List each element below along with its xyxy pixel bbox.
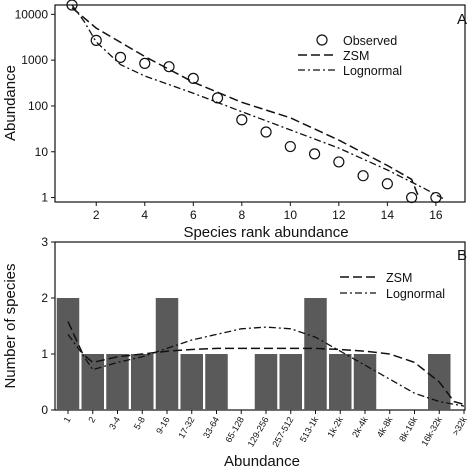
panel-b-x-tick-label: 8k-16k xyxy=(397,415,419,444)
observed-point xyxy=(381,178,393,190)
legend-observed-label: Observed xyxy=(343,34,397,48)
panel-b-y-tick-label: 2 xyxy=(41,291,48,305)
panel-a-x-title: Species rank abundance xyxy=(183,224,348,241)
panel-a-y-tick-label: 1000 xyxy=(21,53,48,67)
legend-lognormal-a-label: Lognormal xyxy=(343,64,402,78)
lognormal-curve-b xyxy=(67,326,465,407)
panel-a-x-tick-label: 12 xyxy=(332,208,346,222)
panel-b-y-tick-label: 1 xyxy=(41,347,48,361)
bar xyxy=(180,354,203,410)
panel-b-x-tick-label: 65-128 xyxy=(223,415,246,444)
legend-observed-marker xyxy=(316,34,328,46)
legend-zsm-b-label: ZSM xyxy=(386,271,412,285)
bar xyxy=(131,354,154,410)
panel-b-x-tick-label: 513-1k xyxy=(298,415,321,444)
zsm-curve-a xyxy=(71,7,420,198)
observed-point xyxy=(187,72,199,84)
legend-zsm-a-label: ZSM xyxy=(343,49,369,63)
panel-b-x-tick-label: 9-16 xyxy=(154,415,172,436)
panel-b-y-tick-label: 0 xyxy=(41,403,48,417)
panel-b-x-tick-label: 16k-32k xyxy=(419,415,444,448)
panel-b-x-tick-label: 1k-2k xyxy=(325,415,345,439)
panel-b-x-tick-label: >32k xyxy=(450,415,469,438)
bar xyxy=(304,298,327,410)
panel-b-y-tick-label: 3 xyxy=(41,235,48,249)
bar xyxy=(205,354,228,410)
legend-lognormal-b-label: Lognormal xyxy=(386,287,445,301)
panel-b-legend: ZSM Lognormal xyxy=(340,271,445,301)
observed-point xyxy=(357,170,369,182)
panel-b-y-title: Number of species xyxy=(2,263,19,388)
panel-b-x-tick-label: 5-8 xyxy=(132,415,147,431)
panel-b-x-tick-label: 3-4 xyxy=(107,415,122,431)
observed-point xyxy=(66,0,78,11)
panel-a-legend: Observed ZSM Lognormal xyxy=(298,34,402,78)
panel-a-x-tick-label: 2 xyxy=(93,208,100,222)
panel-a-frame xyxy=(54,4,466,203)
observed-point xyxy=(406,191,418,204)
panel-a-y-tick-label: 10000 xyxy=(15,7,49,21)
panel-a-x-tick-label: 4 xyxy=(141,208,148,222)
panel-b-x-tick-label: 17-32 xyxy=(176,415,196,440)
observed-point xyxy=(284,140,296,153)
observed-point xyxy=(236,114,248,126)
observed-point xyxy=(430,191,442,204)
observed-point xyxy=(308,148,321,160)
panel-b-x-tick-label: 2k-4k xyxy=(350,415,370,439)
panel-a-marks: 2 4 6 8 10 12 14 16 1 10 100 1000 10000 xyxy=(15,0,444,222)
panel-a-y-tick-label: 1 xyxy=(41,191,48,205)
observed-point xyxy=(139,57,151,69)
panel-a-x-tick-label: 6 xyxy=(190,208,197,222)
bar xyxy=(279,354,302,410)
panel-a-y-title: Abundance xyxy=(2,65,19,141)
panel-a-y-tick-label: 100 xyxy=(28,99,48,113)
panel-b-x-tick-label: 1 xyxy=(62,415,73,424)
panel-a-x-tick-label: 14 xyxy=(381,208,395,222)
panel-b-x-tick-label: 2 xyxy=(86,415,97,424)
observed-point xyxy=(90,34,102,46)
panel-b-letter: B xyxy=(457,247,467,264)
bar xyxy=(81,354,104,410)
panel-b-x-tick-label: 257-512 xyxy=(270,415,295,449)
bar xyxy=(56,298,80,410)
bar xyxy=(106,354,129,410)
panel-a-x-tick-label: 16 xyxy=(429,208,443,222)
observed-point xyxy=(114,51,127,63)
panel-a-x-tick-label: 10 xyxy=(284,208,298,222)
panel-b-x-tick-label: 129-256 xyxy=(246,415,271,449)
observed-point xyxy=(260,126,272,138)
lognormal-curve-a xyxy=(71,4,444,200)
panel-b-x-tick-label: 33-64 xyxy=(201,415,221,440)
zsm-curve-b xyxy=(67,321,465,406)
panel-b-x-title: Abundance xyxy=(224,453,300,470)
bar xyxy=(254,354,278,410)
panel-a-letter: A xyxy=(457,11,467,28)
panel-b-x-tick-label: 4k-8k xyxy=(375,415,395,439)
bar xyxy=(353,354,377,410)
observed-point xyxy=(333,156,345,168)
bar xyxy=(155,298,179,410)
bar xyxy=(329,354,352,410)
panel-a-x-tick-label: 8 xyxy=(238,208,245,222)
panel-a-y-tick-label: 10 xyxy=(35,145,49,159)
